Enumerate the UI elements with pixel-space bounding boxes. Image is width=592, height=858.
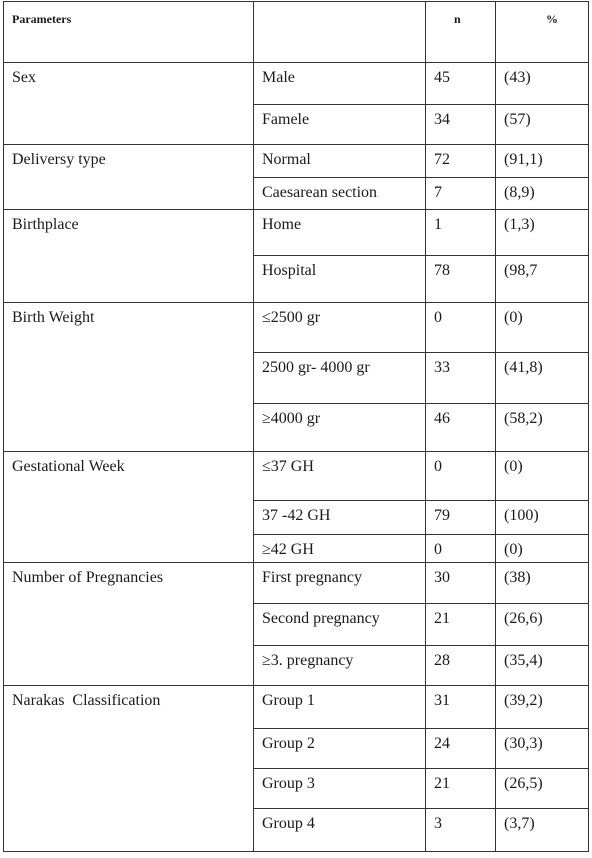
parameter-group-cell: Sex bbox=[3, 61, 254, 146]
header-percent: % bbox=[495, 1, 589, 63]
count-cell: 46 bbox=[425, 402, 496, 453]
table-row: Birth Weight ≤2500 gr 0 (0) bbox=[3, 301, 589, 453]
count-cell: 28 bbox=[425, 644, 496, 687]
category-cell: Group 1 bbox=[253, 685, 426, 729]
category-cell: ≥42 GH bbox=[253, 533, 426, 564]
header-category bbox=[253, 1, 426, 63]
category-cell: ≥3. pregnancy bbox=[253, 644, 426, 687]
table-row: ≥4000 gr 46 (58,2) bbox=[4, 402, 589, 453]
count-cell: 0 bbox=[425, 451, 496, 501]
percent-cell: (26,5) bbox=[495, 768, 589, 810]
parameter-group-cell: Narakas Classification bbox=[3, 685, 254, 852]
count-cell: 34 bbox=[425, 103, 496, 146]
count-cell: 3 bbox=[425, 808, 496, 852]
category-cell: Group 2 bbox=[253, 727, 426, 770]
table-row: Deliversy type Normal 72 (91,1) bbox=[3, 144, 589, 210]
percent-cell: (91,1) bbox=[495, 144, 589, 178]
percent-cell: (43) bbox=[495, 61, 589, 105]
header-n: n bbox=[425, 1, 496, 63]
category-cell: ≥4000 gr bbox=[253, 402, 426, 453]
header-row: Parameters n % bbox=[3, 1, 589, 63]
category-cell: Hospital bbox=[253, 255, 426, 303]
category-cell: 2500 gr- 4000 gr bbox=[253, 352, 426, 404]
category-cell: Normal bbox=[253, 144, 426, 178]
category-cell: Caesarean section bbox=[253, 176, 426, 210]
table-row: Narakas Classification Group 1 31 (39,2) bbox=[3, 685, 589, 852]
table-row: 37 -42 GH 79 (100) bbox=[4, 499, 589, 535]
table-row: 2500 gr- 4000 gr 33 (41,8) bbox=[4, 352, 589, 404]
table-body: Parameters n % Sex Male 45 (43) Famele 34 (57)… bbox=[3, 1, 589, 852]
percent-cell: (39,2) bbox=[495, 685, 589, 729]
table-row: ≥3. pregnancy 28 (35,4) bbox=[4, 644, 589, 687]
count-cell: 0 bbox=[425, 301, 496, 354]
count-cell: 33 bbox=[425, 352, 496, 404]
parameter-group-cell: Birthplace bbox=[3, 208, 254, 303]
category-cell: Group 3 bbox=[253, 768, 426, 810]
percent-cell: (26,6) bbox=[495, 602, 589, 646]
count-cell: 24 bbox=[425, 727, 496, 770]
count-cell: 30 bbox=[425, 562, 496, 604]
count-cell: 31 bbox=[425, 685, 496, 729]
table-row: Second pregnancy 21 (26,6) bbox=[4, 602, 589, 646]
count-cell: 78 bbox=[425, 255, 496, 303]
table-row: Group 4 3 (3,7) bbox=[4, 808, 589, 852]
percent-cell: (100) bbox=[495, 499, 589, 535]
category-cell: First pregnancy bbox=[253, 562, 426, 604]
table-row: Birthplace Home 1 (1,3) bbox=[3, 208, 589, 303]
percent-cell: (35,4) bbox=[495, 644, 589, 687]
category-cell: 37 -42 GH bbox=[253, 499, 426, 535]
percent-cell: (30,3) bbox=[495, 727, 589, 770]
count-cell: 1 bbox=[425, 208, 496, 257]
category-cell: Group 4 bbox=[253, 808, 426, 852]
percent-cell: (1,3) bbox=[495, 208, 589, 257]
table-row: Number of Pregnancies First pregnancy 30 (3… bbox=[3, 562, 589, 687]
table-row: Hospital 78 (98,7 bbox=[4, 255, 589, 303]
count-cell: 21 bbox=[425, 602, 496, 646]
table-row: Famele 34 (57) bbox=[4, 103, 589, 146]
parameter-group-cell: Gestational Week bbox=[3, 451, 254, 564]
table-row: Group 3 21 (26,5) bbox=[4, 768, 589, 810]
percent-cell: (58,2) bbox=[495, 402, 589, 453]
table-row: Group 2 24 (30,3) bbox=[4, 727, 589, 770]
count-cell: 7 bbox=[425, 176, 496, 210]
table-row: ≥42 GH 0 (0) bbox=[4, 533, 589, 564]
category-cell: ≤2500 gr bbox=[253, 301, 426, 354]
category-cell: Male bbox=[253, 61, 426, 105]
count-cell: 45 bbox=[425, 61, 496, 105]
percent-cell: (0) bbox=[495, 451, 589, 501]
table-row: Caesarean section 7 (8,9) bbox=[4, 176, 589, 210]
count-cell: 21 bbox=[425, 768, 496, 810]
percent-cell: (3,7) bbox=[495, 808, 589, 852]
count-cell: 72 bbox=[425, 144, 496, 178]
percent-cell: (98,7 bbox=[495, 255, 589, 303]
percent-cell: (8,9) bbox=[495, 176, 589, 210]
category-cell: ≤37 GH bbox=[253, 451, 426, 501]
percent-cell: (41,8) bbox=[495, 352, 589, 404]
table-row: Sex Male 45 (43) bbox=[3, 61, 589, 146]
count-cell: 79 bbox=[425, 499, 496, 535]
percent-cell: (0) bbox=[495, 301, 589, 354]
parameter-group-cell: Birth Weight bbox=[3, 301, 254, 453]
parameters-table: Parameters n % Sex Male 45 (43) Famele 34 (57)… bbox=[3, 1, 589, 852]
category-cell: Famele bbox=[253, 103, 426, 146]
header-parameters: Parameters bbox=[3, 1, 254, 63]
category-cell: Second pregnancy bbox=[253, 602, 426, 646]
count-cell: 0 bbox=[425, 533, 496, 564]
parameter-group-cell: Deliversy type bbox=[3, 144, 254, 210]
percent-cell: (38) bbox=[495, 562, 589, 604]
percent-cell: (0) bbox=[495, 533, 589, 564]
parameter-group-cell: Number of Pregnancies bbox=[3, 562, 254, 687]
category-cell: Home bbox=[253, 208, 426, 257]
table-row: Gestational Week ≤37 GH 0 (0) bbox=[3, 451, 589, 564]
percent-cell: (57) bbox=[495, 103, 589, 146]
